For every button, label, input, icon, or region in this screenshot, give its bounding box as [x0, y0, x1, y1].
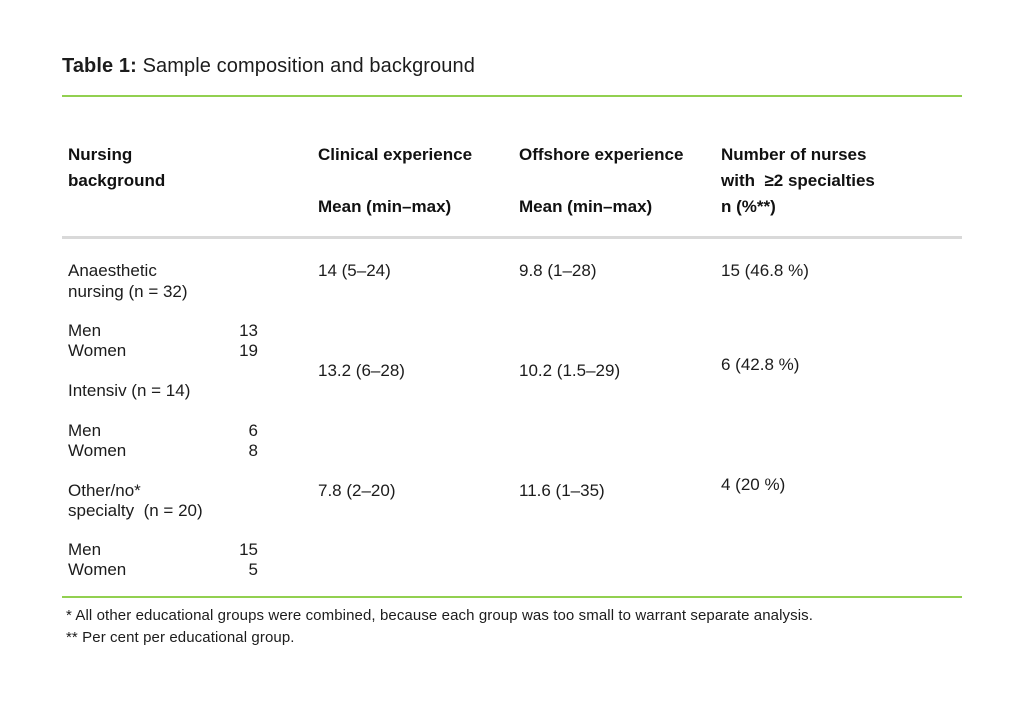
group1-label-line1: Anaesthetic — [68, 261, 157, 280]
group3-label-line1: Other/no* — [68, 481, 141, 500]
header-clinical-mean: Mean (min–max) — [318, 197, 452, 216]
footnote-double-asterisk: ** Per cent per educational group. — [66, 629, 295, 646]
group3-offshore-value: 11.6 (1–35) — [519, 481, 605, 500]
group3-men-label: Men — [68, 540, 102, 559]
header-nursing-line2: background — [68, 171, 166, 190]
group1-label-line2: nursing (n = 32) — [68, 282, 188, 301]
group2-clinical-value: 13.2 (6–28) — [318, 361, 405, 380]
group2-nurses-value: 6 (42.8 %) — [721, 355, 800, 374]
header-clinical-experience: Clinical experience — [318, 145, 473, 164]
group3-men-count: 15 — [239, 540, 258, 559]
top-divider-green — [62, 95, 962, 97]
group1-men-label: Men — [68, 321, 102, 340]
header-nurses-line1: Number of nurses — [721, 145, 867, 164]
group1-nurses-value: 15 (46.8 %) — [721, 261, 809, 280]
header-nurses-line3: n (%**) — [721, 197, 776, 216]
group3-label-line2: specialty (n = 20) — [68, 501, 203, 520]
bottom-divider-green — [62, 596, 962, 598]
header-offshore-mean: Mean (min–max) — [519, 197, 653, 216]
table-title: Table 1: Sample composition and backgrou… — [62, 55, 475, 78]
group1-clinical-value: 14 (5–24) — [318, 261, 391, 280]
group1-offshore-value: 9.8 (1–28) — [519, 261, 597, 280]
header-nurses-line2: with ≥2 specialties — [721, 171, 875, 190]
header-offshore-experience: Offshore experience — [519, 145, 684, 164]
table-title-label: Table 1: — [62, 55, 137, 77]
group3-nurses-value: 4 (20 %) — [721, 475, 786, 494]
group2-label-line1: Intensiv (n = 14) — [68, 381, 191, 400]
group2-men-count: 6 — [248, 421, 258, 440]
group1-men-count: 13 — [239, 321, 258, 340]
group2-offshore-value: 10.2 (1.5–29) — [519, 361, 621, 380]
group2-women-count: 8 — [248, 441, 258, 460]
group2-men-label: Men — [68, 421, 102, 440]
group1-women-label: Women — [68, 341, 127, 360]
group3-clinical-value: 7.8 (2–20) — [318, 481, 396, 500]
header-nursing-line1: Nursing — [68, 145, 133, 164]
group3-women-count: 5 — [248, 560, 258, 579]
header-divider-gray — [62, 236, 962, 239]
footnote-asterisk: * All other educational groups were comb… — [66, 607, 814, 624]
group1-women-count: 19 — [239, 341, 258, 360]
group2-women-label: Women — [68, 441, 127, 460]
table-title-text: Sample composition and background — [136, 55, 475, 77]
group3-women-label: Women — [68, 560, 127, 579]
